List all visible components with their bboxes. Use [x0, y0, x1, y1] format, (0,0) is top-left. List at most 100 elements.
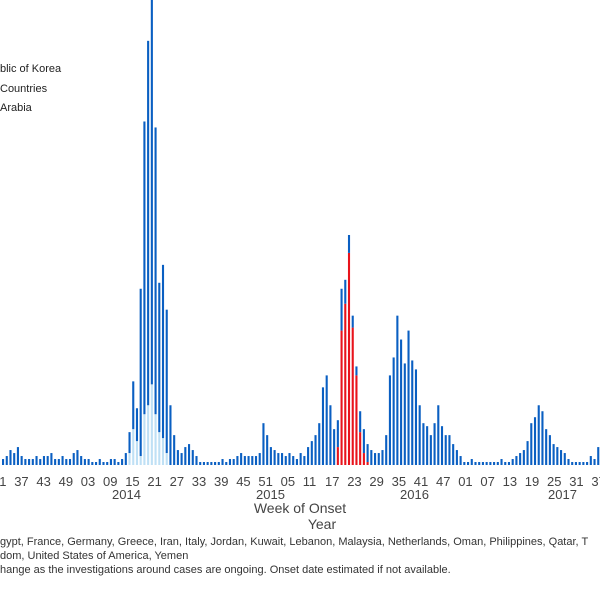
bar-other-countries: [351, 315, 354, 328]
bar-other-countries: [392, 357, 395, 465]
bar-other-countries: [277, 453, 280, 465]
bar-other-countries: [39, 459, 42, 465]
bar-other-countries: [9, 450, 12, 465]
bar-other-countries: [318, 423, 321, 465]
bar-saudi-arabia: [158, 432, 161, 465]
bars-group: [2, 0, 600, 465]
bar-other-countries: [68, 459, 72, 465]
bar-other-countries: [202, 462, 205, 465]
bar-other-countries: [251, 456, 254, 465]
bar-other-countries: [589, 456, 592, 465]
bar-saudi-arabia: [165, 453, 168, 465]
bar-other-countries: [467, 462, 470, 465]
bar-other-countries: [102, 462, 105, 465]
bar-other-countries: [526, 441, 529, 465]
bar-other-countries: [87, 459, 90, 465]
bar-other-countries: [496, 462, 499, 465]
bar-other-countries: [24, 459, 27, 465]
bar-other-countries: [314, 435, 317, 465]
bar-other-countries: [199, 462, 202, 465]
week-tick-label: 31: [569, 474, 583, 489]
bar-other-countries: [440, 426, 444, 465]
week-tick-labels: 31 37 43 49 03 09 15 21 27 33 39 45 51 05 11 17 23 29 35 41…: [0, 474, 600, 489]
bar-other-countries: [571, 462, 574, 465]
legend-label-korea: blic of Korea: [0, 63, 62, 75]
bar-other-countries: [478, 462, 481, 465]
bar-other-countries: [225, 462, 228, 465]
week-tick-label: 29: [369, 474, 383, 489]
bar-other-countries: [165, 309, 168, 454]
bar-other-countries: [206, 462, 209, 465]
bar-other-countries: [35, 456, 38, 465]
bar-other-countries: [403, 363, 406, 465]
week-tick-label: 13: [503, 474, 517, 489]
bar-other-countries: [295, 459, 298, 465]
bar-saudi-arabia: [143, 414, 146, 465]
week-tick-label: 31: [0, 474, 6, 489]
week-tick-label: 05: [281, 474, 295, 489]
bar-other-countries: [299, 453, 302, 465]
week-tick-label: 27: [170, 474, 184, 489]
week-tick-label: 45: [236, 474, 250, 489]
bar-other-countries: [28, 459, 31, 465]
week-tick-label: 43: [36, 474, 50, 489]
week-tick-label: 09: [103, 474, 117, 489]
bar-other-countries: [83, 459, 86, 465]
bar-other-countries: [106, 462, 109, 465]
bar-other-countries: [336, 420, 339, 448]
bar-other-countries: [20, 456, 23, 465]
bar-other-countries: [284, 456, 287, 465]
bar-other-countries: [232, 459, 235, 465]
bar-other-countries: [303, 456, 306, 465]
bar-other-countries: [121, 459, 124, 465]
bar-republic-of-korea: [336, 447, 339, 465]
bar-saudi-arabia: [128, 453, 131, 465]
bar-saudi-arabia: [132, 429, 135, 465]
bar-other-countries: [292, 456, 295, 465]
bar-other-countries: [452, 444, 455, 465]
bar-other-countries: [325, 375, 328, 465]
bar-other-countries: [281, 453, 284, 465]
bar-other-countries: [154, 127, 157, 415]
countries-note-line-1: gypt, France, Germany, Greece, Iran, Ita…: [0, 536, 589, 548]
bar-other-countries: [50, 453, 53, 465]
bar-other-countries: [113, 459, 116, 465]
legend-label-other: Countries: [0, 82, 48, 95]
bar-other-countries: [54, 459, 57, 465]
bar-other-countries: [135, 408, 139, 442]
bar-other-countries: [247, 456, 250, 465]
bar-other-countries: [236, 456, 239, 465]
bar-other-countries: [57, 459, 60, 465]
bar-other-countries: [147, 40, 150, 406]
bar-other-countries: [414, 369, 418, 465]
bar-other-countries: [195, 456, 198, 465]
year-tick-label: 2015: [256, 487, 285, 502]
bar-other-countries: [139, 288, 142, 457]
bar-other-countries: [109, 459, 112, 465]
bar-other-countries: [161, 264, 165, 439]
bar-other-countries: [329, 405, 332, 465]
bar-other-countries: [385, 435, 388, 465]
bar-other-countries: [370, 450, 373, 465]
bar-other-countries: [5, 456, 8, 465]
bar-other-countries: [184, 447, 187, 465]
week-tick-label: 37: [591, 474, 600, 489]
bar-other-countries: [396, 315, 399, 465]
week-tick-label: 23: [347, 474, 361, 489]
bar-other-countries: [307, 447, 310, 465]
bar-other-countries: [150, 0, 153, 385]
bar-other-countries: [448, 435, 451, 465]
bar-other-countries: [191, 450, 194, 465]
bar-other-countries: [143, 121, 146, 415]
year-tick-labels: 2014 2015 2016 2017: [112, 487, 577, 502]
bar-other-countries: [273, 450, 276, 465]
week-tick-label: 03: [81, 474, 95, 489]
bar-other-countries: [214, 462, 217, 465]
week-tick-label: 39: [214, 474, 228, 489]
bar-other-countries: [578, 462, 581, 465]
countries-note-line-2: dom, United States of America, Yemen: [0, 550, 189, 562]
bar-saudi-arabia: [161, 438, 165, 465]
bar-saudi-arabia: [150, 384, 153, 465]
bar-other-countries: [310, 441, 313, 465]
bar-other-countries: [254, 456, 258, 465]
